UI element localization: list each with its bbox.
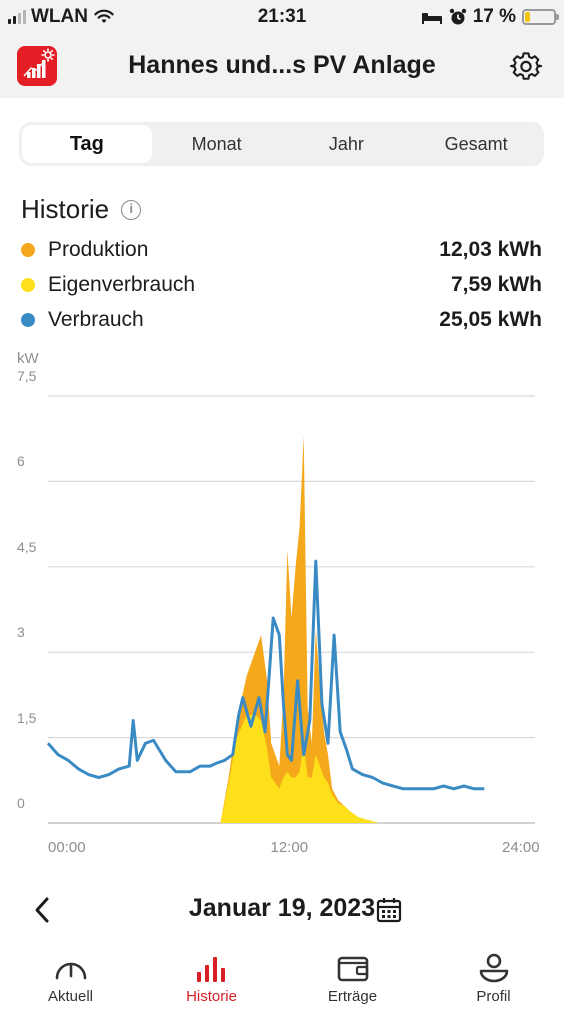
plant-title: Hannes und...s PV Anlage (128, 51, 436, 79)
legend-label: Produktion (48, 237, 149, 261)
profile-icon (479, 953, 508, 983)
x-tick-label: 12:00 (270, 839, 309, 856)
history-title: Historie (21, 194, 110, 224)
status-time: 21:31 (257, 6, 307, 27)
legend-row-produktion: Produktion 12,03 kWh (21, 232, 542, 267)
history-heading: Historie i (21, 194, 142, 225)
x-tick-label: 24:00 (502, 839, 540, 856)
y-axis-unit: kW (17, 350, 39, 367)
previous-day-chevron-icon[interactable] (30, 894, 54, 926)
wifi-icon (94, 9, 114, 23)
y-tick-label: 0 (17, 795, 25, 811)
selected-date[interactable]: Januar 19, 2023 (188, 894, 376, 922)
nav-profil[interactable]: Profil (423, 946, 564, 1026)
y-tick-label: 7,5 (17, 368, 37, 384)
area-series-produktion (48, 435, 535, 823)
bed-icon (421, 13, 442, 24)
alarm-icon (449, 8, 466, 25)
history-chart[interactable]: kW 7,5 6 4,5 3 1,5 0 00:00 12:00 24:00 (0, 340, 564, 870)
wallet-icon (337, 956, 368, 982)
y-tick-label: 1,5 (17, 709, 37, 726)
nav-aktuell[interactable]: Aktuell (0, 946, 141, 1026)
period-segmented-control: Tag Monat Jahr Gesamt (19, 122, 544, 166)
legend-value: 25,05 kWh (439, 307, 542, 331)
settings-gear-icon[interactable] (510, 51, 542, 83)
legend-value: 12,03 kWh (439, 237, 542, 261)
carrier-label: WLAN (31, 6, 88, 27)
calendar-icon[interactable] (376, 897, 402, 923)
signal-icon (8, 10, 26, 24)
line-series-verbrauch (46, 559, 485, 791)
nav-label: Historie (186, 988, 237, 1005)
legend-dot-verbrauch (21, 312, 35, 327)
tab-jahr[interactable]: Jahr (328, 134, 364, 154)
status-bar: WLAN 21:31 17 % (0, 0, 564, 36)
legend-label: Eigenverbrauch (48, 272, 196, 296)
nav-label: Profil (476, 988, 511, 1005)
nav-historie[interactable]: Historie (141, 946, 282, 1026)
tab-monat[interactable]: Monat (191, 134, 242, 154)
gauge-icon (55, 962, 86, 980)
legend-row-verbrauch: Verbrauch 25,05 kWh (21, 302, 542, 337)
legend-dot-eigenverbrauch (21, 277, 35, 292)
app-logo-icon (17, 46, 57, 86)
tab-tag[interactable]: Tag (22, 125, 152, 163)
nav-ertraege[interactable]: Erträge (282, 946, 423, 1026)
y-tick-label: 6 (17, 453, 25, 470)
y-tick-label: 3 (17, 624, 25, 641)
legend-row-eigenverbrauch: Eigenverbrauch 7,59 kWh (21, 267, 542, 302)
x-tick-label: 00:00 (48, 839, 86, 856)
nav-label: Aktuell (47, 988, 94, 1005)
history-legend: Produktion 12,03 kWh Eigenverbrauch 7,59… (21, 232, 542, 337)
info-icon[interactable]: i (121, 199, 142, 220)
status-right: 17 % (421, 6, 559, 28)
area-series-eigenverbrauch (48, 714, 535, 823)
legend-label: Verbrauch (48, 307, 144, 331)
app-header: Hannes und...s PV Anlage (0, 36, 564, 98)
legend-dot-produktion (21, 242, 35, 257)
bar-chart-icon (196, 957, 225, 982)
nav-label: Erträge (327, 988, 378, 1005)
status-left: WLAN (8, 6, 115, 28)
y-tick-label: 4,5 (17, 538, 37, 555)
chart-canvas (46, 395, 535, 824)
bottom-tab-bar: Aktuell Historie Erträge Profil (0, 946, 564, 1026)
battery-icon (522, 9, 559, 25)
battery-percent: 17 % (472, 6, 516, 27)
date-navigation: Januar 19, 2023 (0, 888, 564, 932)
tab-gesamt[interactable]: Gesamt (444, 134, 508, 154)
legend-value: 7,59 kWh (450, 272, 542, 296)
